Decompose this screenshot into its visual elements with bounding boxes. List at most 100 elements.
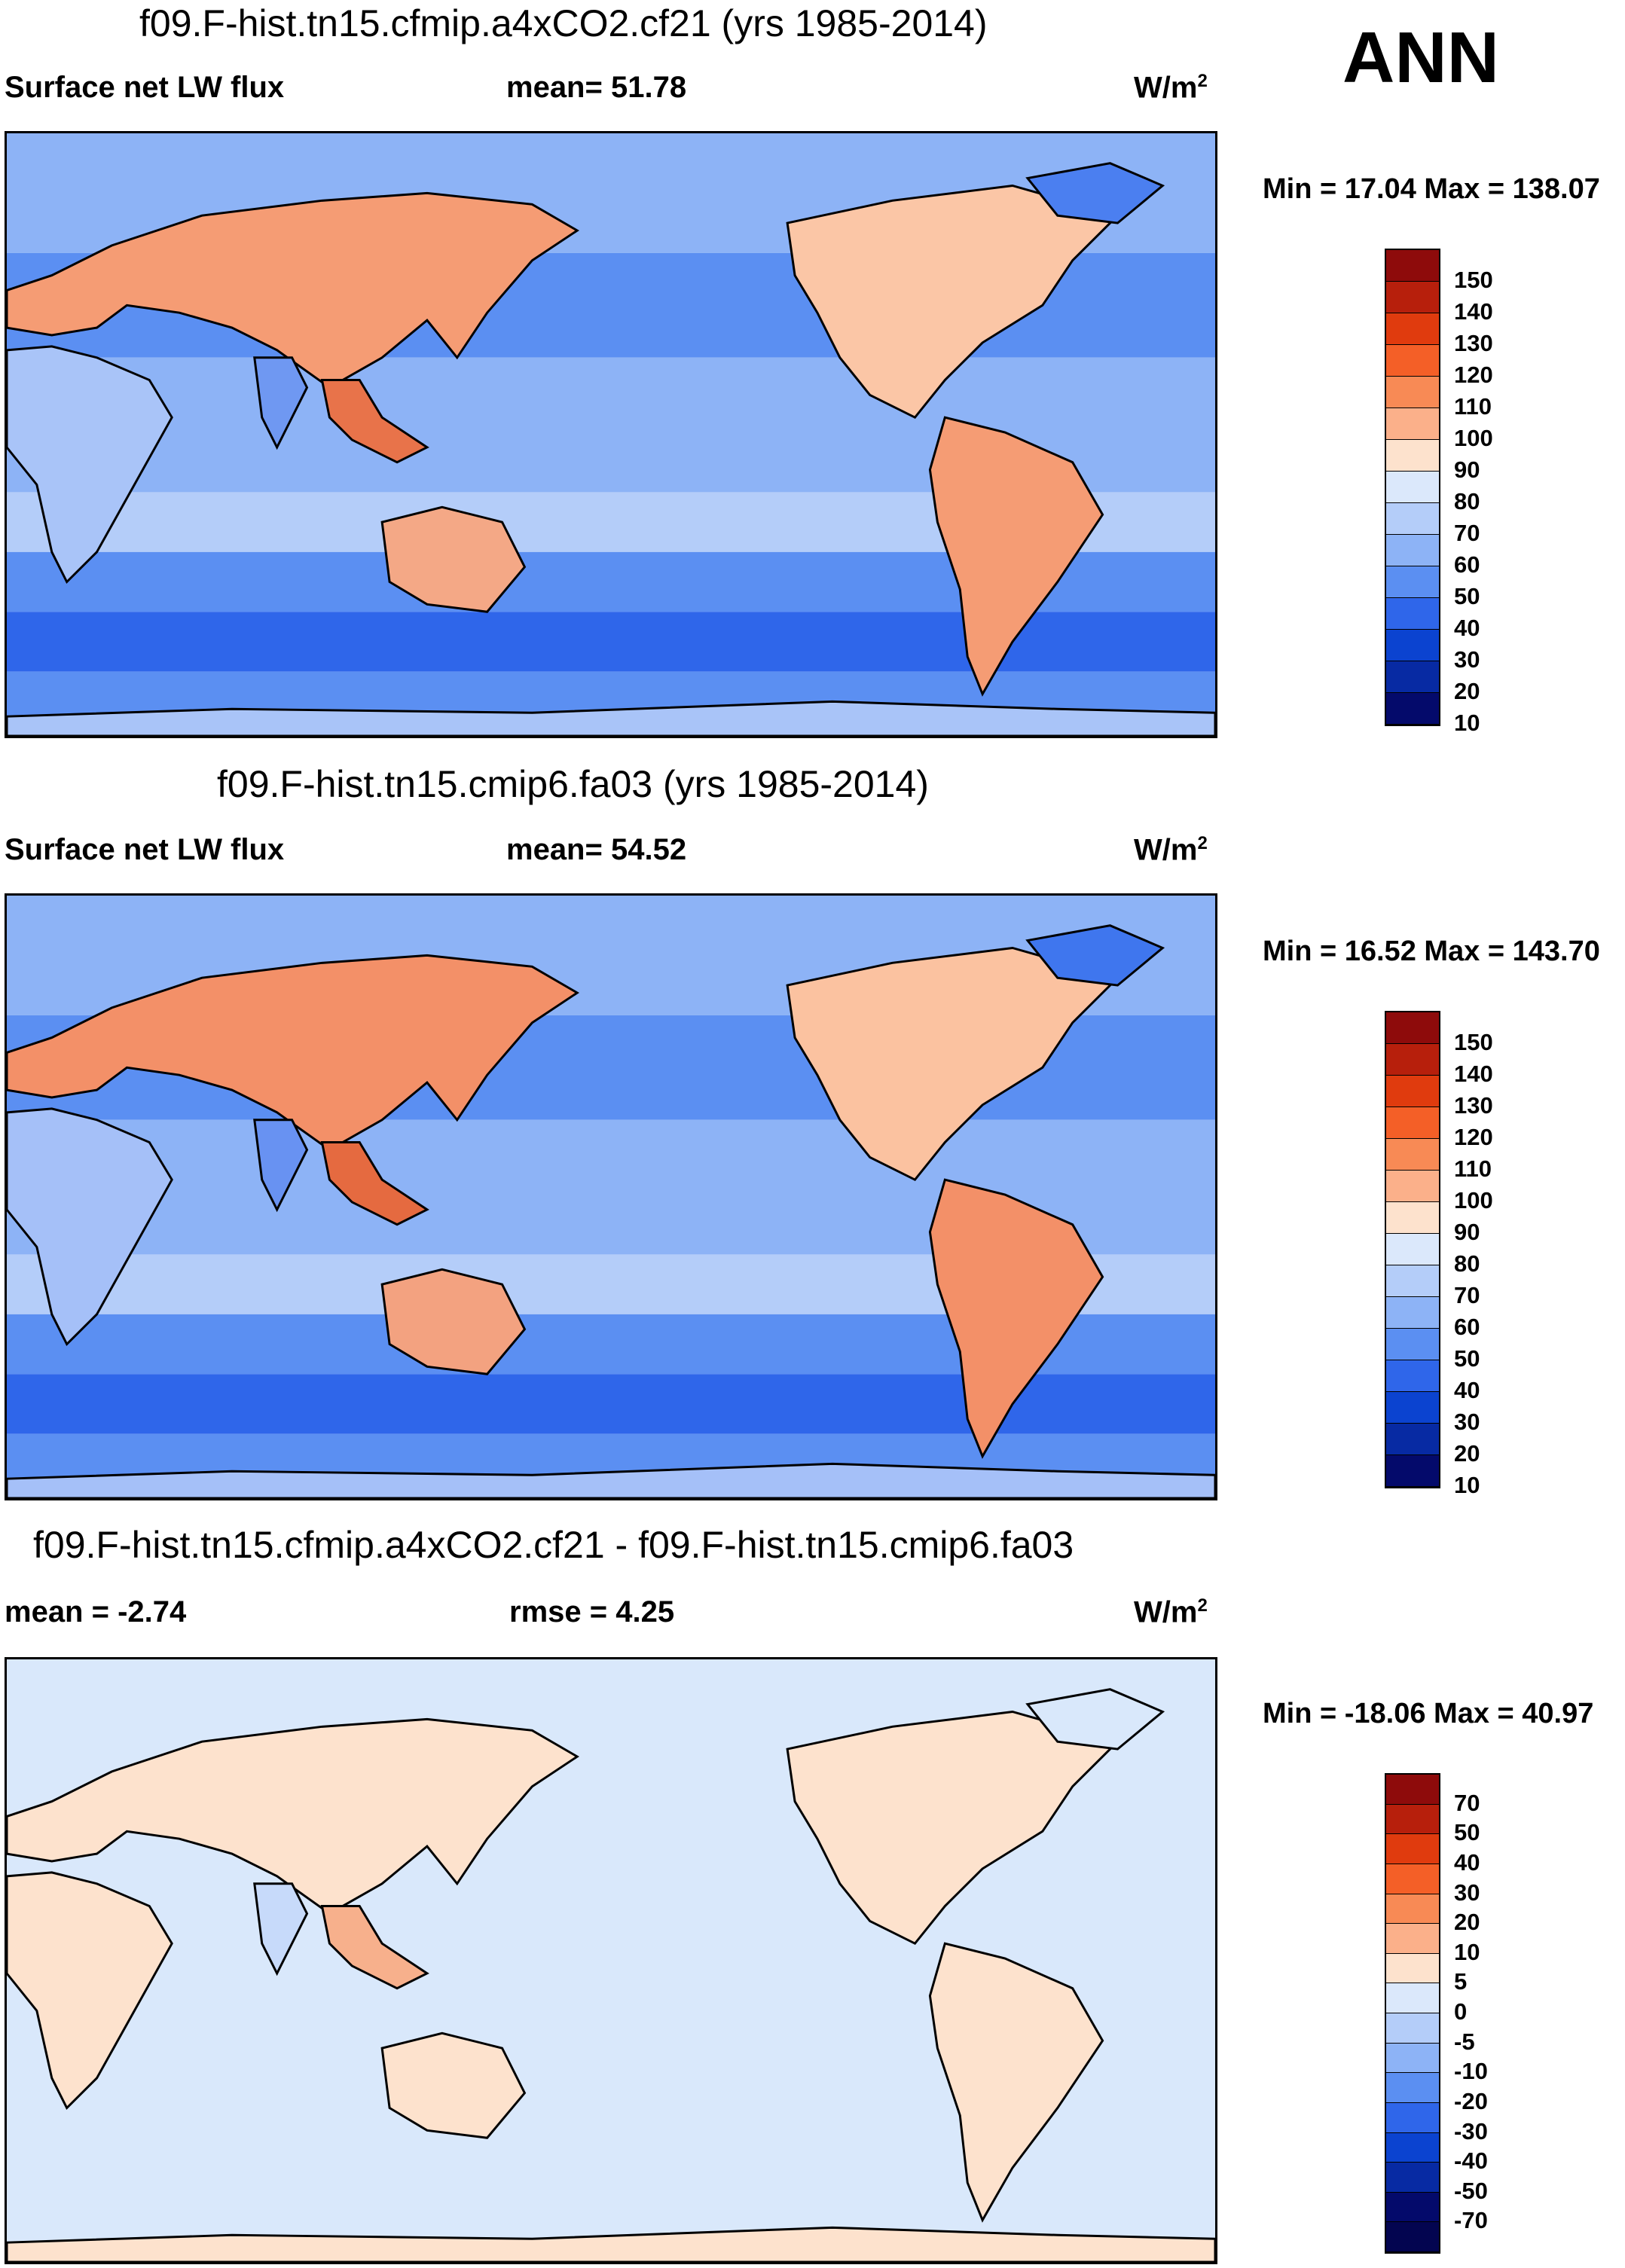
panel-3-colorbar: [1385, 1773, 1440, 2254]
colorbar-tick-label: 140: [1454, 298, 1493, 325]
colorbar-tick-label: 120: [1454, 1124, 1493, 1150]
colorbar-swatch: [1386, 1804, 1439, 1835]
panel-1-map: [5, 131, 1217, 738]
panel-3-map: [5, 1657, 1217, 2264]
continent-outline: [1025, 1688, 1165, 1751]
panel-2-title: f09.F-hist.tn15.cmip6.fa03 (yrs 1985-201…: [217, 763, 929, 805]
season-label: ANN: [1342, 17, 1499, 98]
panel-2-mean-label: mean= 54.52: [506, 833, 687, 866]
colorbar-tick-label: -10: [1454, 2058, 1488, 2085]
colorbar-tick-label: 40: [1454, 615, 1480, 641]
colorbar-swatch: [1386, 1424, 1439, 1455]
continent-outline: [253, 356, 309, 450]
colorbar-tick-label: 60: [1454, 1314, 1480, 1340]
colorbar-swatch: [1386, 1360, 1439, 1392]
colorbar-swatch: [1386, 1894, 1439, 1925]
continent-outline: [7, 1107, 173, 1347]
colorbar-tick-label: 70: [1454, 1789, 1480, 1816]
colorbar-tick-label: 10: [1454, 1472, 1480, 1498]
colorbar-tick-label: 70: [1454, 1282, 1480, 1308]
colorbar-tick-label: 100: [1454, 425, 1493, 451]
colorbar-swatch: [1386, 693, 1439, 725]
colorbar-tick-label: 60: [1454, 551, 1480, 578]
colorbar-swatch: [1386, 2163, 1439, 2193]
colorbar-swatch: [1386, 1171, 1439, 1202]
colorbar-swatch: [1386, 1139, 1439, 1171]
colorbar-tick-label: 10: [1454, 1938, 1480, 1965]
continent-outline: [7, 1871, 173, 2111]
colorbar-tick-label: 130: [1454, 1092, 1493, 1119]
colorbar-swatch: [1386, 566, 1439, 598]
colorbar-tick-label: 5: [1454, 1968, 1468, 1995]
colorbar-tick-label: 120: [1454, 362, 1493, 388]
colorbar-swatch: [1386, 1202, 1439, 1234]
colorbar-tick-label: 80: [1454, 488, 1480, 514]
colorbar-swatch: [1386, 1329, 1439, 1360]
continent-outline: [1025, 924, 1165, 987]
continent-outline: [928, 416, 1104, 697]
panel-3-units: W/m2: [1134, 1595, 1208, 1629]
colorbar-swatch: [1386, 440, 1439, 472]
colorbar-swatch: [1386, 408, 1439, 440]
continent-outline: [253, 1882, 309, 1976]
colorbar-swatch: [1386, 535, 1439, 566]
colorbar-tick-label: 10: [1454, 710, 1480, 736]
colorbar-tick-label: 20: [1454, 678, 1480, 704]
colorbar-tick-label: 30: [1454, 1879, 1480, 1906]
colorbar-swatch: [1386, 1392, 1439, 1424]
continent-outline: [380, 2031, 527, 2139]
panel-1-minmax: Min = 17.04 Max = 138.07: [1263, 173, 1600, 205]
colorbar-tick-label: 20: [1454, 1909, 1480, 1936]
panel-2-colorbar: [1385, 1011, 1440, 1488]
continent-outline: [7, 191, 579, 389]
panel-2-minmax: Min = 16.52 Max = 143.70: [1263, 936, 1600, 967]
colorbar-tick-label: 110: [1454, 1155, 1492, 1182]
panel-2-units: W/m2: [1134, 833, 1208, 867]
colorbar-swatch: [1386, 1265, 1439, 1297]
colorbar-tick-label: 30: [1454, 646, 1480, 673]
panel-1-variable-label: Surface net LW flux: [5, 71, 285, 104]
colorbar-swatch: [1386, 472, 1439, 503]
continent-outline: [7, 1717, 579, 1915]
colorbar-tick-label: 0: [1454, 1998, 1468, 2025]
continent-outline: [7, 700, 1215, 736]
colorbar-tick-label: 50: [1454, 1345, 1480, 1372]
panel-2-map: [5, 893, 1217, 1500]
continent-outline: [786, 184, 1120, 420]
colorbar-tick-label: -5: [1454, 2028, 1475, 2055]
colorbar-tick-label: 140: [1454, 1061, 1493, 1087]
panel-1-mean-label: mean= 51.78: [506, 71, 687, 104]
colorbar-swatch: [1386, 313, 1439, 345]
continent-outline: [786, 1710, 1120, 1946]
colorbar-tick-label: 90: [1454, 1219, 1480, 1245]
colorbar-swatch: [1386, 1012, 1439, 1044]
colorbar-swatch: [1386, 1864, 1439, 1894]
colorbar-swatch: [1386, 1076, 1439, 1107]
colorbar-swatch: [1386, 630, 1439, 661]
colorbar-swatch: [1386, 377, 1439, 408]
colorbar-swatch: [1386, 2222, 1439, 2252]
colorbar-swatch: [1386, 1834, 1439, 1864]
colorbar-swatch: [1386, 282, 1439, 313]
colorbar-swatch: [1386, 2013, 1439, 2044]
panel-1-colorbar: [1385, 249, 1440, 726]
continent-outline: [786, 946, 1120, 1182]
panel-3-mean-label: mean = -2.74: [5, 1595, 187, 1629]
continent-outline: [928, 1178, 1104, 1459]
colorbar-swatch: [1386, 2192, 1439, 2223]
panel-1-units: W/m2: [1134, 71, 1208, 105]
map-svg: [7, 1659, 1215, 2262]
colorbar-tick-label: 150: [1454, 1029, 1493, 1055]
colorbar-tick-label: -50: [1454, 2177, 1488, 2204]
colorbar-swatch: [1386, 250, 1439, 282]
map-svg: [7, 896, 1215, 1498]
continent-outline: [253, 1119, 309, 1213]
colorbar-tick-label: 40: [1454, 1848, 1480, 1876]
continent-outline: [380, 1268, 527, 1375]
colorbar-tick-label: 150: [1454, 267, 1493, 293]
colorbar-swatch: [1386, 598, 1439, 630]
colorbar-tick-label: 50: [1454, 1819, 1480, 1846]
colorbar-swatch: [1386, 1953, 1439, 1984]
continent-outline: [7, 954, 579, 1152]
continent-outline: [7, 1462, 1215, 1498]
